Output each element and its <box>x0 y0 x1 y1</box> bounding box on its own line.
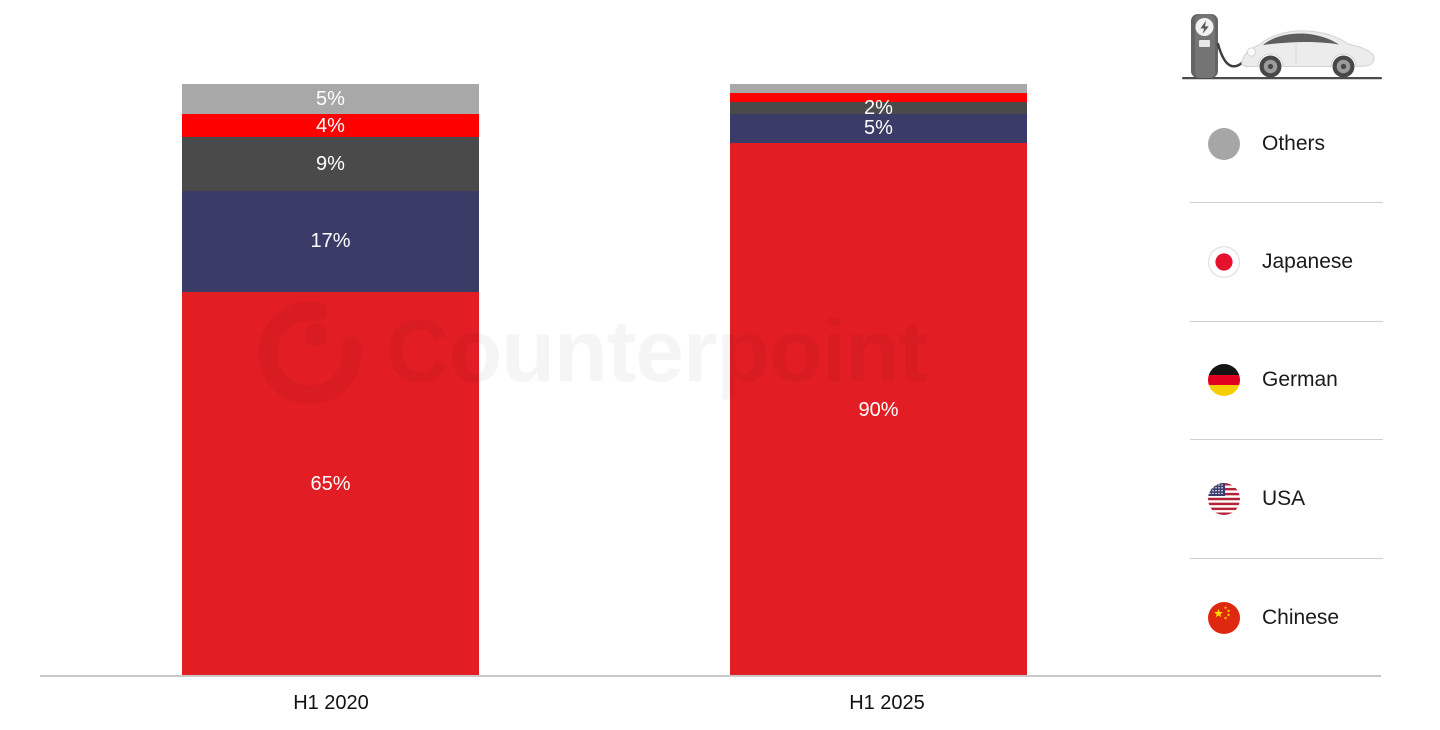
bar-segment-label: 5% <box>864 117 893 140</box>
bar-segment-usa: 5% <box>730 113 1027 144</box>
bar-segment-label: 17% <box>310 230 351 253</box>
bar-segment-japanese: 4% <box>182 113 479 138</box>
legend-label: Others <box>1262 131 1326 155</box>
legend-item-chinese: Chinese <box>1190 559 1383 677</box>
x-axis-label-h1-2025: H1 2025 <box>849 692 925 714</box>
bar-segment-german: 2% <box>730 98 1027 118</box>
legend-item-usa: USA <box>1190 440 1383 559</box>
x-axis-line <box>40 675 1381 677</box>
japan-flag-icon <box>1208 246 1240 279</box>
legend-label: Japanese <box>1262 250 1354 274</box>
legend-item-german: German <box>1190 322 1383 441</box>
bar-segment-label: 9% <box>316 153 345 176</box>
bar-segment-label: 90% <box>858 399 899 422</box>
bar-segment-chinese: 90% <box>730 143 1027 677</box>
bar-segment-label: 4% <box>316 114 345 137</box>
bar-segment-others: 5% <box>182 84 479 114</box>
bar-segment-usa: 17% <box>182 190 479 292</box>
bar-segment-others <box>730 84 1027 93</box>
legend-label: German <box>1262 368 1338 392</box>
china-flag-icon <box>1208 601 1240 634</box>
rear-wheel <box>1332 55 1355 78</box>
ev-charging-illustration <box>1182 14 1382 80</box>
bar-segment-japanese <box>730 92 1027 102</box>
bar-segment-label: 2% <box>864 96 893 119</box>
legend-item-japanese: Japanese <box>1190 203 1383 322</box>
bar-segment-label: 5% <box>316 87 345 110</box>
germany-flag-icon <box>1208 364 1240 397</box>
legend-label: USA <box>1262 486 1306 510</box>
bar-column-h1-2025: 2% 5% 90% <box>730 84 1027 677</box>
legend-label: Chinese <box>1262 605 1340 629</box>
gray-circle-icon <box>1208 127 1240 160</box>
legend: Others Japanese German USA Chinese <box>1190 85 1383 677</box>
bar-segment-german: 9% <box>182 137 479 191</box>
usa-flag-icon <box>1208 482 1240 515</box>
bar-column-h1-2020: 5% 4% 9% 17% 65% <box>182 84 479 677</box>
legend-item-others: Others <box>1190 85 1383 204</box>
bar-segment-label: 65% <box>310 473 351 496</box>
bar-segment-chinese: 65% <box>182 291 479 677</box>
front-wheel <box>1259 55 1282 78</box>
x-axis-label-h1-2020: H1 2020 <box>293 692 369 714</box>
